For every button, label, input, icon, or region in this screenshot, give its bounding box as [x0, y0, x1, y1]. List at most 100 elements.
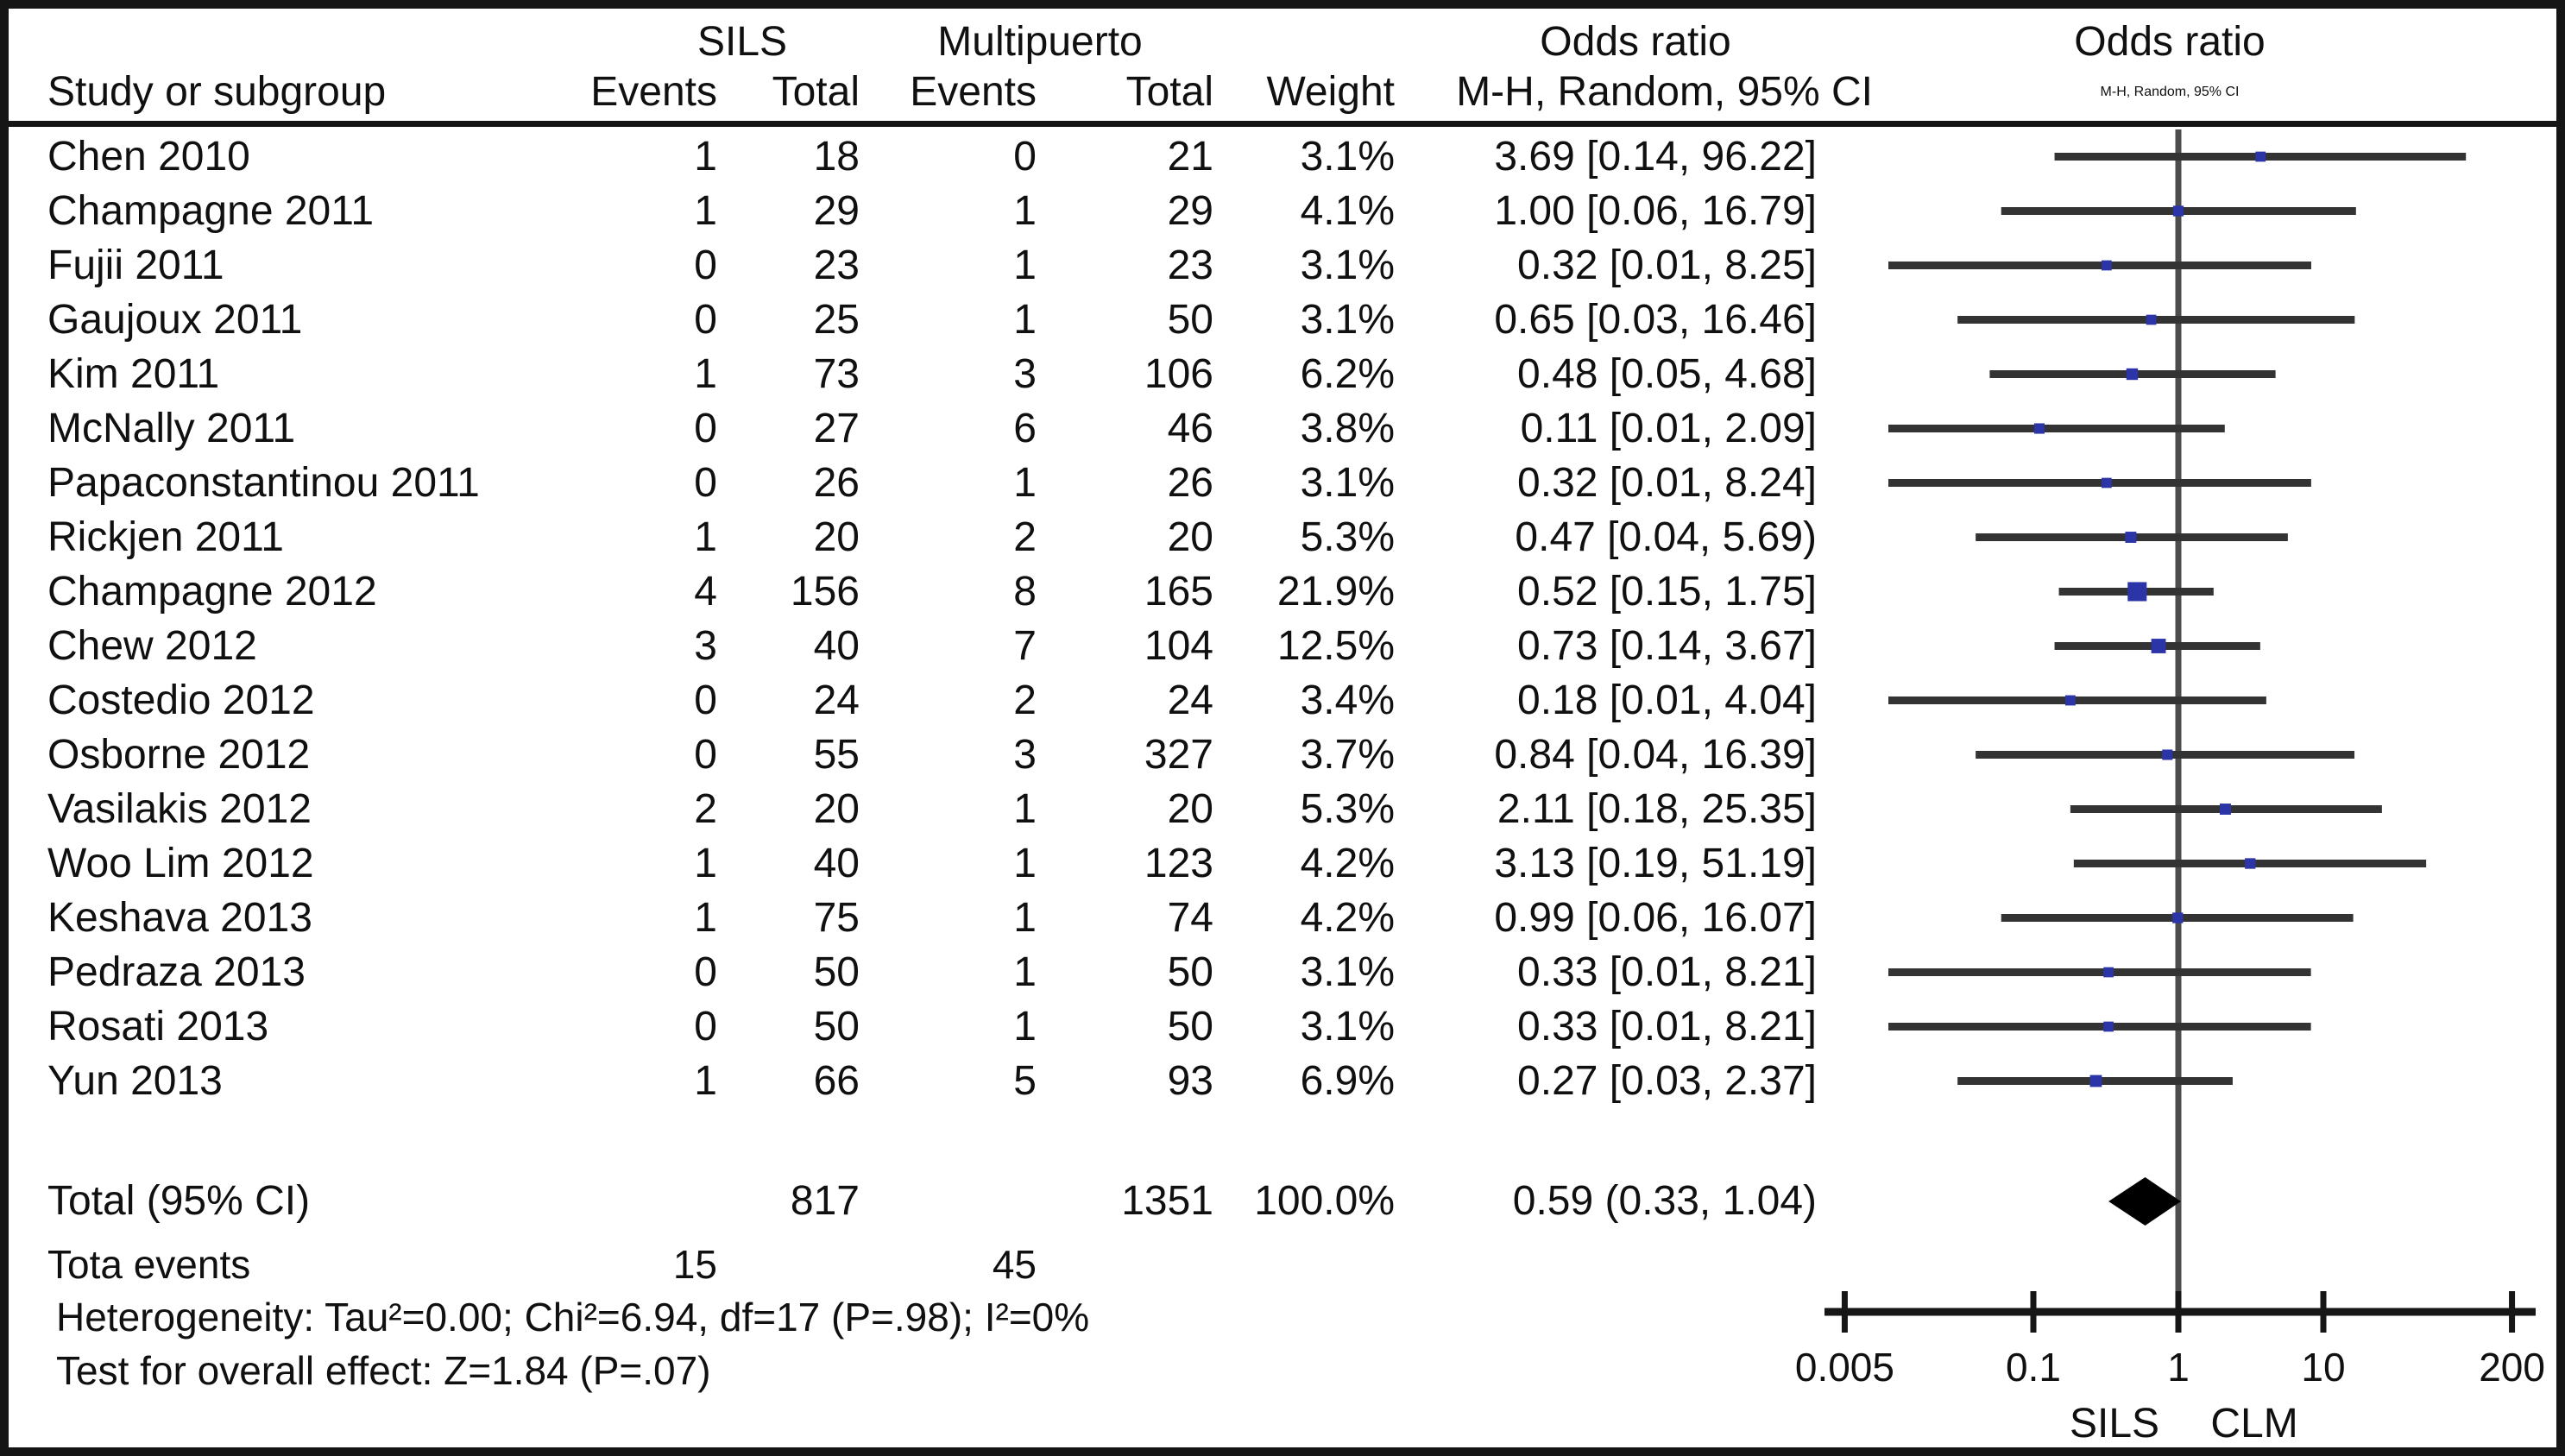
study-row: Kim 2011 1 73 3 106 6.2% 0.48 [0.05, 4.6… [9, 347, 2556, 401]
study-label: Fujii 2011 [47, 243, 224, 288]
multi-total-cell: 23 [1167, 243, 1213, 288]
sils-events-cell: 0 [694, 460, 717, 506]
study-label: Papaconstantinou 2011 [47, 460, 480, 506]
col-header-weight: Weight [1266, 69, 1395, 115]
study-label: Kim 2011 [47, 351, 220, 397]
multi-total-cell: 123 [1144, 841, 1213, 886]
study-label: Pedraza 2013 [47, 949, 306, 995]
sils-total-cell: 24 [813, 678, 860, 723]
study-label: Osborne 2012 [47, 732, 311, 778]
study-label: Chew 2012 [47, 623, 257, 669]
sils-events-cell: 0 [694, 949, 717, 995]
total-sils-total-cell: 817 [790, 1178, 860, 1224]
or-ci-cell: 0.18 [0.01, 4.04] [1517, 678, 1817, 723]
study-row: Rosati 2013 0 50 1 50 3.1% 0.33 [0.01, 8… [9, 999, 2556, 1054]
weight-cell: 6.9% [1300, 1058, 1395, 1104]
sils-total-cell: 25 [813, 297, 860, 343]
multi-events-cell: 7 [1013, 623, 1037, 669]
sils-events-cell: 0 [694, 406, 717, 451]
x-axis-tick-label: 10 [2301, 1345, 2345, 1390]
multi-events-cell: 2 [1013, 514, 1037, 560]
sils-total-cell: 50 [813, 1004, 860, 1049]
group-header-row: SILS Multipuerto Odds ratio Odds ratio [9, 17, 2556, 67]
sils-events-cell: 1 [694, 351, 717, 397]
or-ci-cell: 0.33 [0.01, 8.21] [1517, 949, 1817, 995]
multi-events-cell: 1 [1013, 949, 1037, 995]
multi-events-cell: 1 [1013, 895, 1037, 941]
study-row: Pedraza 2013 0 50 1 50 3.1% 0.33 [0.01, … [9, 945, 2556, 999]
sils-events-cell: 1 [694, 895, 717, 941]
weight-cell: 12.5% [1276, 623, 1395, 669]
multi-total-cell: 20 [1167, 786, 1213, 832]
x-axis-tick-label: 0.1 [2006, 1345, 2061, 1390]
sils-total-cell: 27 [813, 406, 860, 451]
x-axis-tick-label: 1 [2167, 1345, 2190, 1390]
group-header-odds-ratio-plot: Odds ratio [2074, 19, 2266, 65]
col-header-mh-random-ci-text: M-H, Random, 95% CI [1456, 69, 1873, 115]
weight-cell: 3.1% [1300, 460, 1395, 506]
multi-total-cell: 50 [1167, 297, 1213, 343]
multi-events-cell: 5 [1013, 1058, 1037, 1104]
weight-cell: 4.2% [1300, 841, 1395, 886]
weight-cell: 5.3% [1300, 514, 1395, 560]
col-header-mh-random-ci-plot: M-H, Random, 95% CI [2100, 85, 2240, 99]
multi-total-cell: 21 [1167, 134, 1213, 180]
multi-total-cell: 104 [1144, 623, 1213, 669]
study-label: Champagne 2012 [47, 569, 377, 615]
study-label: McNally 2011 [47, 406, 296, 451]
sils-total-cell: 40 [813, 841, 860, 886]
multi-total-cell: 29 [1167, 188, 1213, 234]
sils-events-cell: 1 [694, 1058, 717, 1104]
col-header-sils-events: Events [590, 69, 717, 115]
multi-events-cell: 1 [1013, 460, 1037, 506]
multi-total-cell: 327 [1144, 732, 1213, 778]
sils-total-cell: 20 [813, 514, 860, 560]
weight-cell: 4.2% [1300, 895, 1395, 941]
weight-cell: 3.1% [1300, 949, 1395, 995]
or-ci-cell: 2.11 [0.18, 25.35] [1497, 786, 1817, 832]
or-ci-cell: 0.11 [0.01, 2.09] [1520, 406, 1817, 451]
multi-events-cell: 3 [1013, 351, 1037, 397]
study-label: Woo Lim 2012 [47, 841, 314, 886]
or-ci-cell: 0.33 [0.01, 8.21] [1517, 1004, 1817, 1049]
multi-total-cell: 20 [1167, 514, 1213, 560]
sils-total-cell: 75 [813, 895, 860, 941]
study-label: Gaujoux 2011 [47, 297, 303, 343]
or-ci-cell: 0.48 [0.05, 4.68] [1517, 351, 1817, 397]
study-row: Costedio 2012 0 24 2 24 3.4% 0.18 [0.01,… [9, 673, 2556, 728]
sils-events-cell: 4 [694, 569, 717, 615]
sils-events-cell: 0 [694, 1004, 717, 1049]
multi-events-cell: 3 [1013, 732, 1037, 778]
weight-cell: 5.3% [1300, 786, 1395, 832]
or-ci-cell: 0.47 [0.04, 5.69) [1515, 514, 1817, 560]
study-label: Rickjen 2011 [47, 514, 284, 560]
favours-clm-label: CLM [2210, 1401, 2297, 1447]
sils-events-cell: 1 [694, 188, 717, 234]
study-label: Vasilakis 2012 [47, 786, 312, 832]
sils-total-cell: 18 [813, 134, 860, 180]
group-header-sils: SILS [696, 19, 788, 65]
or-ci-cell: 0.65 [0.03, 16.46] [1494, 297, 1817, 343]
or-ci-cell: 0.84 [0.04, 16.39] [1494, 732, 1817, 778]
or-ci-cell: 0.52 [0.15, 1.75] [1517, 569, 1817, 615]
sils-total-cell: 29 [813, 188, 860, 234]
column-header-row: Study or subgroup Events Total Events To… [9, 66, 2556, 119]
total-row: Total (95% CI) 817 1351 100.0% 0.59 (0.3… [9, 1171, 2556, 1232]
total-multi-total-cell: 1351 [1121, 1178, 1213, 1224]
study-row: Gaujoux 2011 0 25 1 50 3.1% 0.65 [0.03, … [9, 293, 2556, 347]
study-label: Chen 2010 [47, 134, 250, 180]
study-row: Fujii 2011 0 23 1 23 3.1% 0.32 [0.01, 8.… [9, 238, 2556, 293]
sils-events-cell: 1 [694, 841, 717, 886]
multi-events-cell: 8 [1013, 569, 1037, 615]
total-events-label: Tota events [47, 1242, 251, 1287]
study-label: Keshava 2013 [47, 895, 312, 941]
col-header-multi-total: Total [1125, 69, 1213, 115]
sils-total-cell: 20 [813, 786, 860, 832]
study-row: Papaconstantinou 2011 0 26 1 26 3.1% 0.3… [9, 456, 2556, 510]
total-label: Total (95% CI) [47, 1178, 311, 1224]
weight-cell: 3.8% [1300, 406, 1395, 451]
sils-total-cell: 50 [813, 949, 860, 995]
weight-cell: 3.1% [1300, 297, 1395, 343]
study-label: Rosati 2013 [47, 1004, 269, 1049]
or-ci-cell: 0.32 [0.01, 8.25] [1517, 243, 1817, 288]
